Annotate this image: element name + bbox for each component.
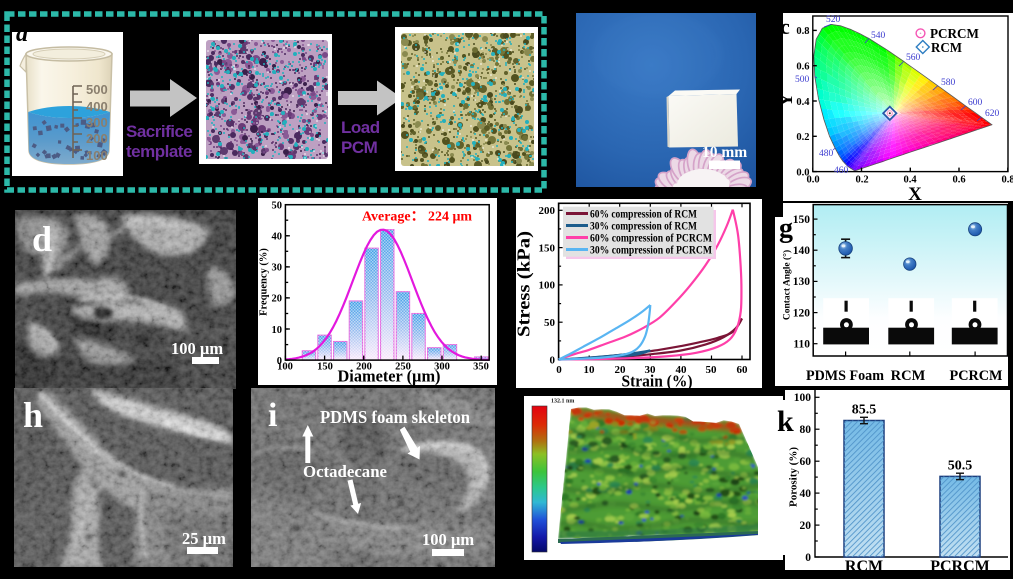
svg-text:300: 300: [86, 115, 108, 130]
svg-text:0: 0: [277, 356, 282, 367]
svg-text:30: 30: [272, 263, 283, 274]
svg-text:500: 500: [86, 82, 108, 97]
svg-text:30: 30: [645, 364, 657, 376]
svg-text:110: 110: [793, 339, 810, 351]
svg-text:600: 600: [968, 98, 983, 108]
svg-text:RCM: RCM: [931, 40, 962, 55]
svg-text:200: 200: [539, 205, 556, 217]
svg-text:200: 200: [86, 131, 108, 146]
svg-text:10: 10: [272, 325, 283, 336]
svg-text:120: 120: [793, 307, 811, 319]
svg-text:80: 80: [800, 424, 812, 436]
svg-text:k: k: [777, 405, 794, 438]
svg-text:10 mm: 10 mm: [702, 144, 747, 161]
svg-text:200: 200: [356, 362, 372, 373]
svg-text:50.5: 50.5: [948, 458, 973, 473]
svg-text:300: 300: [434, 362, 450, 373]
svg-text:0.8: 0.8: [1001, 175, 1013, 186]
svg-text:100: 100: [539, 280, 556, 292]
svg-text:520: 520: [826, 15, 841, 25]
svg-text:50: 50: [544, 317, 556, 329]
svg-text:480: 480: [819, 149, 834, 159]
svg-text:Octadecane: Octadecane: [303, 462, 387, 481]
svg-text:Stress (kPa): Stress (kPa): [516, 231, 535, 337]
svg-text:100: 100: [86, 148, 108, 163]
svg-text:250: 250: [395, 362, 411, 373]
svg-text:0.0: 0.0: [806, 175, 819, 186]
svg-text:100: 100: [794, 392, 812, 404]
svg-text:PDMS Foam: PDMS Foam: [806, 368, 884, 384]
svg-text:h: h: [23, 395, 43, 435]
svg-text:0.4: 0.4: [796, 97, 810, 108]
svg-text:130: 130: [793, 276, 811, 288]
svg-text:10: 10: [584, 364, 596, 376]
svg-text:PDMS foam skeleton: PDMS foam skeleton: [320, 407, 470, 427]
svg-text:132.1 nm: 132.1 nm: [551, 399, 574, 405]
svg-text:Strain (%): Strain (%): [622, 372, 693, 389]
svg-text:RCM: RCM: [845, 558, 883, 570]
svg-text:540: 540: [871, 31, 886, 41]
svg-text:0.6: 0.6: [796, 62, 809, 73]
svg-text:580: 580: [941, 78, 956, 88]
svg-text:100 µm: 100 µm: [171, 339, 223, 358]
svg-text:150: 150: [539, 242, 556, 254]
svg-text:40: 40: [272, 232, 283, 243]
svg-text:PCRCM: PCRCM: [930, 558, 990, 570]
svg-text:i: i: [268, 397, 277, 434]
svg-text:150: 150: [793, 214, 811, 226]
svg-text:0.2: 0.2: [796, 132, 809, 143]
svg-text:Porosity (%): Porosity (%): [788, 447, 800, 507]
svg-text:Diameter (µm): Diameter (µm): [338, 367, 441, 386]
svg-text:0: 0: [805, 552, 811, 564]
svg-text:g: g: [779, 213, 793, 244]
svg-text:85.5: 85.5: [852, 403, 877, 418]
svg-text:40: 40: [800, 488, 812, 500]
svg-text:460: 460: [834, 166, 849, 176]
svg-text:Contact Angle (°): Contact Angle (°): [782, 250, 793, 320]
svg-text:PCRCM: PCRCM: [950, 368, 1003, 384]
svg-text:0.6: 0.6: [952, 175, 965, 186]
svg-text:d: d: [32, 219, 52, 259]
svg-text:60% compression of PCRCM: 60% compression of PCRCM: [590, 233, 712, 245]
svg-text:0.0: 0.0: [796, 167, 809, 178]
svg-text:Average： 224 μm: Average： 224 μm: [362, 210, 472, 225]
svg-text:0: 0: [550, 354, 556, 366]
svg-text:20: 20: [272, 294, 283, 305]
svg-text:0.8: 0.8: [796, 26, 809, 37]
svg-text:620: 620: [985, 109, 1000, 119]
svg-text:60: 60: [737, 364, 749, 376]
svg-text:60: 60: [800, 456, 812, 468]
svg-text:RCM: RCM: [891, 368, 926, 384]
svg-text:100: 100: [277, 362, 293, 373]
svg-text:PCRCM: PCRCM: [930, 26, 979, 41]
svg-text:400: 400: [86, 99, 108, 114]
svg-text:100 µm: 100 µm: [422, 530, 474, 549]
svg-text:20: 20: [800, 520, 812, 532]
svg-text:140: 140: [793, 245, 811, 257]
svg-text:0.4: 0.4: [903, 175, 917, 186]
svg-text:30% compression of PCRCM: 30% compression of PCRCM: [590, 245, 712, 257]
svg-text:50: 50: [272, 201, 283, 212]
svg-text:50: 50: [706, 364, 718, 376]
svg-text:560: 560: [906, 53, 921, 63]
svg-text:60% compression of RCM: 60% compression of RCM: [590, 209, 697, 221]
svg-text:X: X: [908, 184, 922, 201]
svg-text:500: 500: [795, 75, 810, 85]
svg-text:30% compression of RCM: 30% compression of RCM: [590, 221, 697, 233]
svg-text:25 µm: 25 µm: [182, 529, 226, 548]
svg-text:150: 150: [317, 362, 333, 373]
svg-text:20: 20: [615, 364, 627, 376]
svg-text:40: 40: [676, 364, 688, 376]
svg-text:Y: Y: [783, 93, 797, 107]
svg-text:0.2: 0.2: [855, 175, 868, 186]
svg-text:0: 0: [556, 364, 562, 376]
svg-text:Frequency (%): Frequency (%): [259, 248, 270, 316]
svg-text:350: 350: [473, 362, 489, 373]
